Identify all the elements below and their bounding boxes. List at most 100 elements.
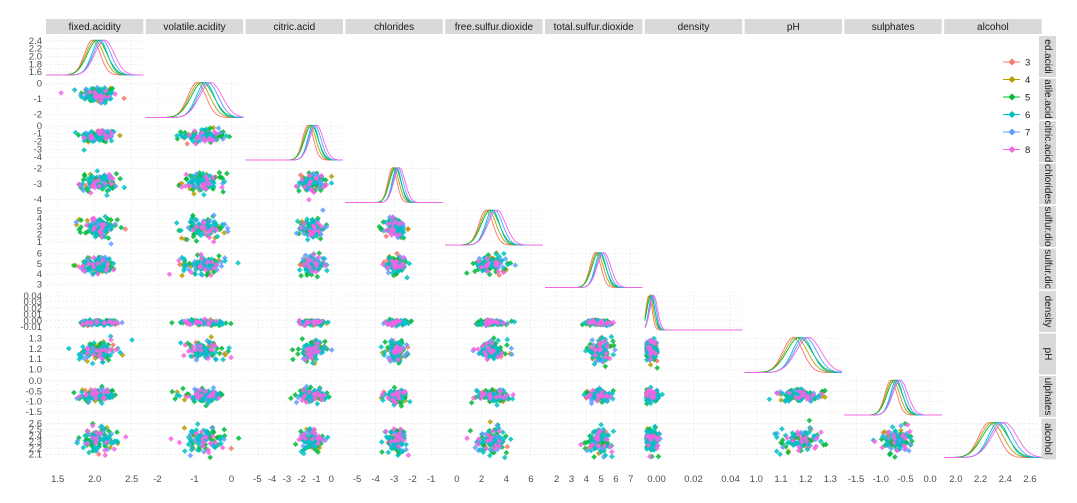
scatter-point bbox=[100, 176, 107, 182]
scatter-point bbox=[199, 181, 206, 188]
scatter-point bbox=[78, 94, 85, 100]
scatter-panel bbox=[245, 248, 343, 290]
scatter-panel bbox=[345, 333, 443, 375]
scatter-point bbox=[193, 171, 200, 177]
scatter-panel bbox=[445, 333, 543, 375]
scatter-point bbox=[299, 176, 306, 183]
scatter-point bbox=[306, 196, 312, 203]
scatter-point bbox=[102, 100, 109, 106]
scatter-point bbox=[108, 180, 115, 187]
column-strip-label: density bbox=[678, 22, 710, 33]
scatter-point bbox=[296, 188, 302, 194]
scatter-point bbox=[192, 140, 199, 147]
row-strip bbox=[1039, 291, 1056, 332]
scatter-point bbox=[307, 172, 313, 179]
panel-background bbox=[245, 248, 343, 290]
column-strip bbox=[245, 19, 343, 34]
scatter-point bbox=[121, 184, 128, 191]
scatter-point bbox=[206, 180, 212, 187]
column-strip bbox=[345, 19, 443, 34]
scatter-point bbox=[174, 132, 180, 139]
scatter-point bbox=[108, 130, 115, 136]
scatter-point bbox=[78, 217, 84, 224]
scatter-panel bbox=[145, 248, 244, 290]
scatter-point bbox=[113, 170, 120, 177]
column-strip-label: alcohol bbox=[977, 22, 1009, 33]
row-strip bbox=[1039, 418, 1056, 460]
scatter-point bbox=[213, 131, 220, 137]
scatter-point bbox=[86, 178, 93, 185]
scatter-point bbox=[88, 128, 95, 135]
scatter-panel bbox=[245, 206, 343, 247]
diagonal-density-panel bbox=[744, 333, 843, 375]
scatter-panel bbox=[145, 206, 244, 247]
scatter-point bbox=[191, 128, 198, 134]
column-strip-label: volatile.acidity bbox=[163, 22, 225, 33]
scatter-point bbox=[102, 88, 109, 94]
scatter-panel bbox=[46, 163, 144, 205]
scatter-point bbox=[224, 170, 230, 177]
panel-background bbox=[245, 333, 343, 375]
row-strip bbox=[1039, 206, 1056, 247]
scatter-point bbox=[102, 131, 108, 138]
row-strip bbox=[1039, 121, 1056, 162]
row-strip bbox=[1039, 333, 1056, 375]
diagonal-density-panel bbox=[345, 163, 443, 205]
scatter-point bbox=[202, 185, 209, 192]
diagonal-density-panel bbox=[245, 121, 343, 162]
scatter-point bbox=[328, 180, 335, 186]
scatter-point bbox=[94, 168, 101, 174]
row-strip bbox=[1039, 248, 1056, 290]
scatter-panel bbox=[445, 291, 543, 332]
diagonal-density-panel bbox=[545, 248, 643, 290]
scatter-panel bbox=[445, 248, 543, 290]
scatter-point bbox=[104, 192, 110, 199]
density-curve bbox=[145, 82, 244, 118]
diagonal-density-panel bbox=[844, 376, 942, 417]
row-strip-label: ulphates bbox=[1042, 378, 1053, 416]
column-strip bbox=[744, 19, 842, 34]
row-strip-label: citric.acid bbox=[1042, 121, 1053, 163]
row-strip bbox=[1039, 36, 1056, 77]
scatter-point bbox=[87, 190, 94, 196]
scatter-point bbox=[106, 133, 113, 140]
scatter-panel bbox=[445, 418, 543, 461]
scatter-point bbox=[117, 132, 123, 139]
row-strip-label: ed.acidi bbox=[1042, 39, 1053, 73]
scatter-point bbox=[323, 181, 330, 188]
scatter-point bbox=[219, 184, 225, 191]
scatter-point bbox=[94, 92, 100, 98]
scatter-point bbox=[202, 138, 208, 145]
scatter-point bbox=[223, 133, 230, 139]
scatter-point bbox=[76, 181, 82, 188]
density-curve bbox=[245, 124, 343, 161]
scatter-point bbox=[215, 125, 222, 131]
scatter-point bbox=[87, 89, 93, 96]
scatter-point bbox=[204, 176, 210, 183]
scatter-point bbox=[81, 147, 87, 153]
column-strip-label: citric.acid bbox=[273, 22, 315, 33]
scatter-point bbox=[81, 173, 88, 179]
scatter-point bbox=[201, 191, 207, 198]
scatter-point bbox=[210, 183, 217, 190]
scatter-panel bbox=[245, 376, 343, 417]
scatter-point bbox=[85, 94, 92, 100]
scatter-point bbox=[96, 183, 103, 190]
scatter-point bbox=[88, 135, 95, 142]
row-strip-label: alcohol bbox=[1042, 423, 1053, 455]
scatter-panel bbox=[345, 376, 443, 417]
scatter-panel bbox=[245, 163, 343, 205]
scatter-point bbox=[210, 175, 216, 181]
column-strip-layer: fixed.acidity volatile.acidity citric.acid… bbox=[46, 19, 1042, 34]
scatter-point bbox=[296, 179, 303, 186]
scatter-panel bbox=[46, 291, 144, 332]
scatter-point bbox=[216, 169, 223, 176]
scatter-panel bbox=[46, 121, 144, 162]
column-strip bbox=[445, 19, 543, 34]
scatter-panel bbox=[46, 206, 144, 247]
scatter-point bbox=[101, 93, 108, 100]
scatter-panel bbox=[643, 333, 743, 375]
scatter-panel bbox=[46, 333, 144, 375]
scatter-point bbox=[71, 87, 78, 93]
diagonal-density-panel bbox=[644, 291, 743, 332]
